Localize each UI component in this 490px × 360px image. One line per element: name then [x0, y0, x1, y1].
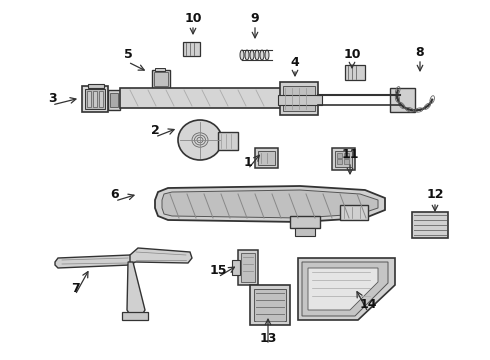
Text: 7: 7 — [71, 282, 79, 294]
Text: 8: 8 — [416, 45, 424, 58]
Text: 5: 5 — [123, 49, 132, 62]
Polygon shape — [344, 159, 349, 164]
Text: 4: 4 — [291, 55, 299, 68]
Polygon shape — [162, 190, 378, 218]
Polygon shape — [93, 91, 97, 107]
Polygon shape — [155, 68, 165, 71]
Polygon shape — [85, 89, 105, 109]
Polygon shape — [280, 82, 318, 115]
Polygon shape — [110, 93, 118, 107]
Polygon shape — [108, 90, 120, 110]
Polygon shape — [154, 72, 168, 86]
Polygon shape — [87, 91, 91, 107]
Polygon shape — [337, 159, 342, 164]
Polygon shape — [278, 95, 322, 105]
Text: 3: 3 — [48, 91, 56, 104]
Polygon shape — [337, 153, 342, 158]
Ellipse shape — [250, 50, 254, 60]
Polygon shape — [344, 153, 349, 158]
Polygon shape — [120, 88, 290, 108]
Polygon shape — [340, 205, 368, 220]
Polygon shape — [390, 88, 415, 112]
Polygon shape — [152, 70, 170, 88]
Ellipse shape — [255, 50, 259, 60]
Polygon shape — [302, 262, 388, 316]
Ellipse shape — [265, 50, 269, 60]
Polygon shape — [88, 84, 104, 88]
Polygon shape — [258, 151, 275, 165]
Polygon shape — [82, 86, 108, 112]
Polygon shape — [155, 186, 385, 222]
Text: 2: 2 — [150, 123, 159, 136]
Polygon shape — [308, 268, 378, 310]
Text: 9: 9 — [251, 12, 259, 24]
Text: 10: 10 — [184, 12, 202, 24]
Polygon shape — [345, 65, 365, 80]
Text: 6: 6 — [111, 188, 119, 201]
Polygon shape — [412, 212, 448, 238]
Text: 12: 12 — [426, 189, 444, 202]
Polygon shape — [241, 253, 255, 282]
Ellipse shape — [178, 120, 222, 160]
Text: 15: 15 — [209, 264, 227, 276]
Polygon shape — [283, 86, 315, 111]
Polygon shape — [298, 258, 395, 320]
Polygon shape — [254, 289, 286, 321]
Polygon shape — [232, 260, 240, 275]
Polygon shape — [99, 91, 103, 107]
Text: 13: 13 — [259, 332, 277, 345]
Polygon shape — [290, 216, 320, 228]
Polygon shape — [55, 255, 135, 268]
Ellipse shape — [245, 50, 249, 60]
Polygon shape — [127, 262, 145, 318]
Polygon shape — [218, 132, 238, 150]
Text: 1: 1 — [244, 156, 252, 168]
Polygon shape — [250, 285, 290, 325]
Polygon shape — [122, 312, 148, 320]
Ellipse shape — [240, 50, 244, 60]
Polygon shape — [335, 151, 352, 167]
Polygon shape — [183, 42, 200, 56]
Polygon shape — [238, 250, 258, 285]
Text: 10: 10 — [343, 49, 361, 62]
Polygon shape — [332, 148, 355, 170]
Polygon shape — [255, 148, 278, 168]
Text: 11: 11 — [341, 148, 359, 162]
Polygon shape — [130, 248, 192, 265]
Ellipse shape — [260, 50, 264, 60]
Polygon shape — [295, 228, 315, 236]
Text: 14: 14 — [359, 298, 377, 311]
